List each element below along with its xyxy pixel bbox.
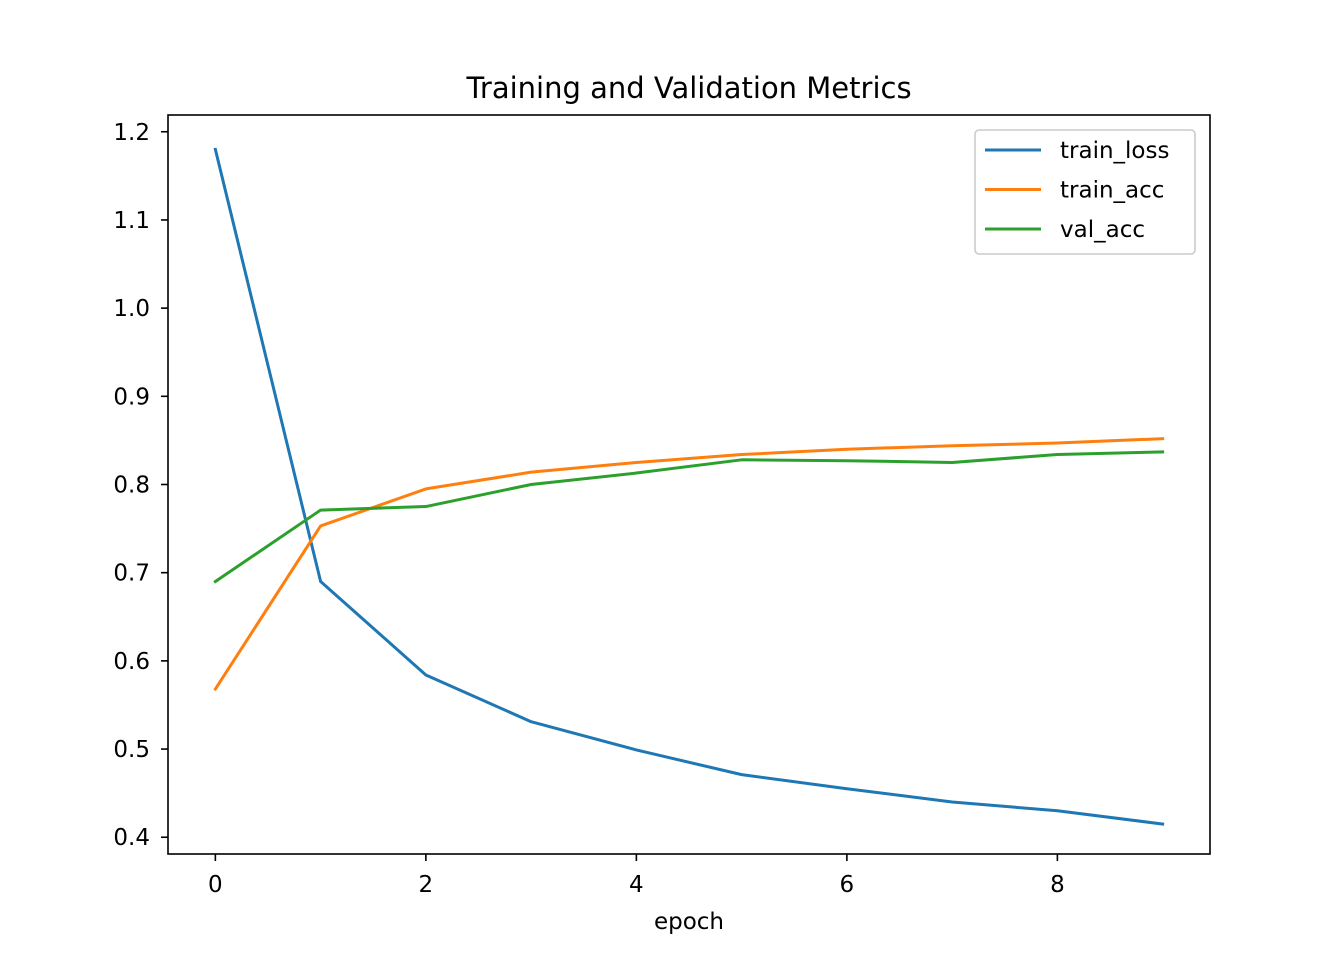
legend-label-val-acc: val_acc [1060,217,1145,243]
y-axis-ticks: 0.4 0.5 0.6 0.7 0.8 0.9 1.0 1.1 1.2 [113,120,168,851]
legend-frame [974,129,1196,255]
x-tick-label: 2 [419,872,434,898]
x-axis-label: epoch [654,909,724,935]
y-tick-label: 1.0 [113,296,150,322]
y-tick-label: 0.9 [113,384,150,410]
legend: train_loss train_acc val_acc [974,129,1196,255]
legend-entries: train_loss train_acc val_acc [985,138,1169,243]
series-layer [213,147,1165,826]
x-tick-label: 0 [208,872,223,898]
y-tick-label: 0.4 [113,825,150,851]
y-tick-label: 0.8 [113,473,150,499]
y-tick-label: 0.5 [113,737,150,763]
series-line-val-acc [213,450,1165,584]
chart-title: Training and Validation Metrics [465,71,911,105]
y-tick-label: 1.1 [113,208,150,234]
x-axis-ticks: 0 2 4 6 8 [208,854,1065,898]
y-tick-label: 0.6 [113,649,150,675]
x-tick-label: 4 [629,872,644,898]
legend-label-train-loss: train_loss [1060,138,1169,164]
y-tick-label: 0.7 [113,561,150,587]
x-tick-label: 8 [1050,872,1065,898]
y-tick-label: 1.2 [113,120,150,146]
series-line-train-loss [213,147,1165,826]
legend-label-train-acc: train_acc [1060,178,1164,204]
x-tick-label: 6 [840,872,855,898]
